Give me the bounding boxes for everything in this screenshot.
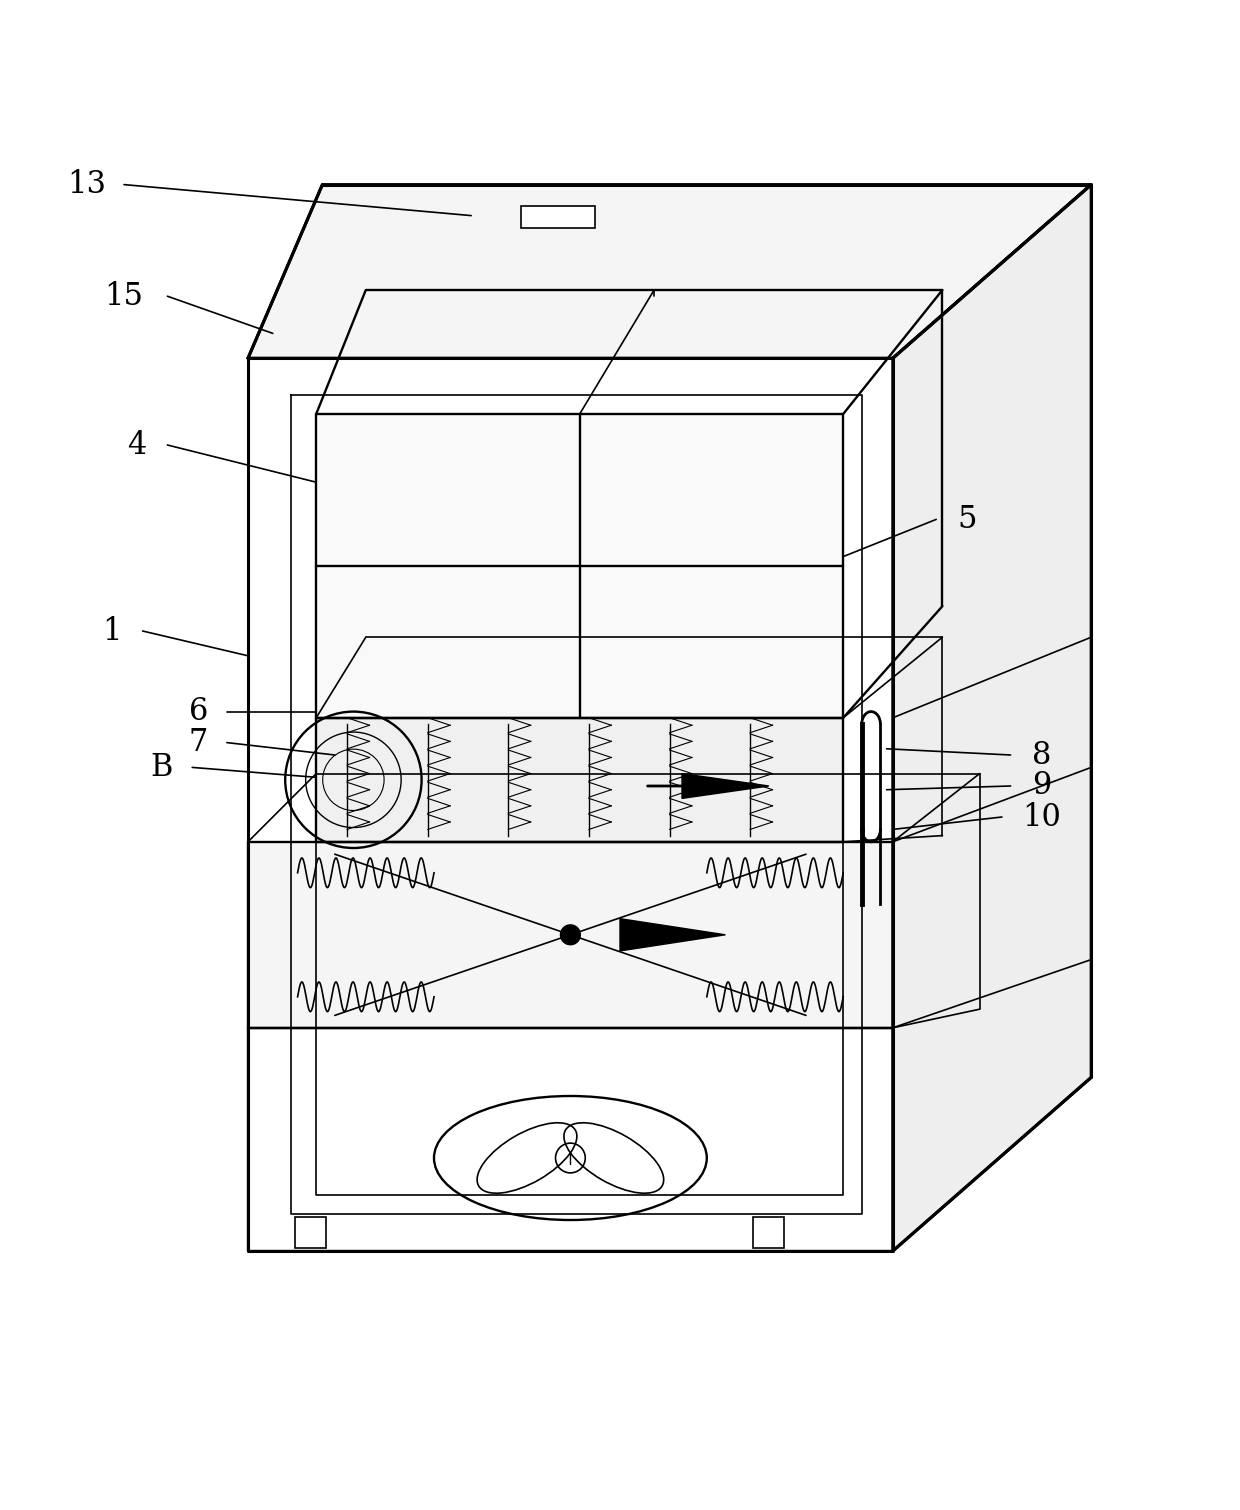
Text: 9: 9: [1032, 770, 1052, 802]
Text: 7: 7: [188, 728, 208, 758]
Polygon shape: [893, 184, 1091, 1250]
Text: 8: 8: [1032, 740, 1052, 770]
Text: 13: 13: [67, 169, 107, 201]
Bar: [754, 1217, 785, 1247]
Bar: [521, 205, 595, 228]
Bar: [295, 1217, 325, 1247]
Polygon shape: [248, 184, 1091, 358]
Text: 6: 6: [188, 696, 208, 728]
Circle shape: [560, 926, 580, 945]
Polygon shape: [316, 414, 843, 717]
Polygon shape: [682, 773, 769, 799]
Text: 15: 15: [104, 281, 144, 311]
Polygon shape: [620, 918, 725, 951]
Text: B: B: [150, 752, 172, 782]
Polygon shape: [316, 717, 843, 841]
Polygon shape: [248, 1028, 893, 1250]
Text: 1: 1: [102, 616, 122, 646]
Polygon shape: [248, 841, 893, 1028]
Text: 5: 5: [957, 504, 977, 535]
Polygon shape: [248, 358, 893, 1250]
Text: 4: 4: [126, 429, 146, 461]
Text: 10: 10: [1022, 802, 1061, 832]
